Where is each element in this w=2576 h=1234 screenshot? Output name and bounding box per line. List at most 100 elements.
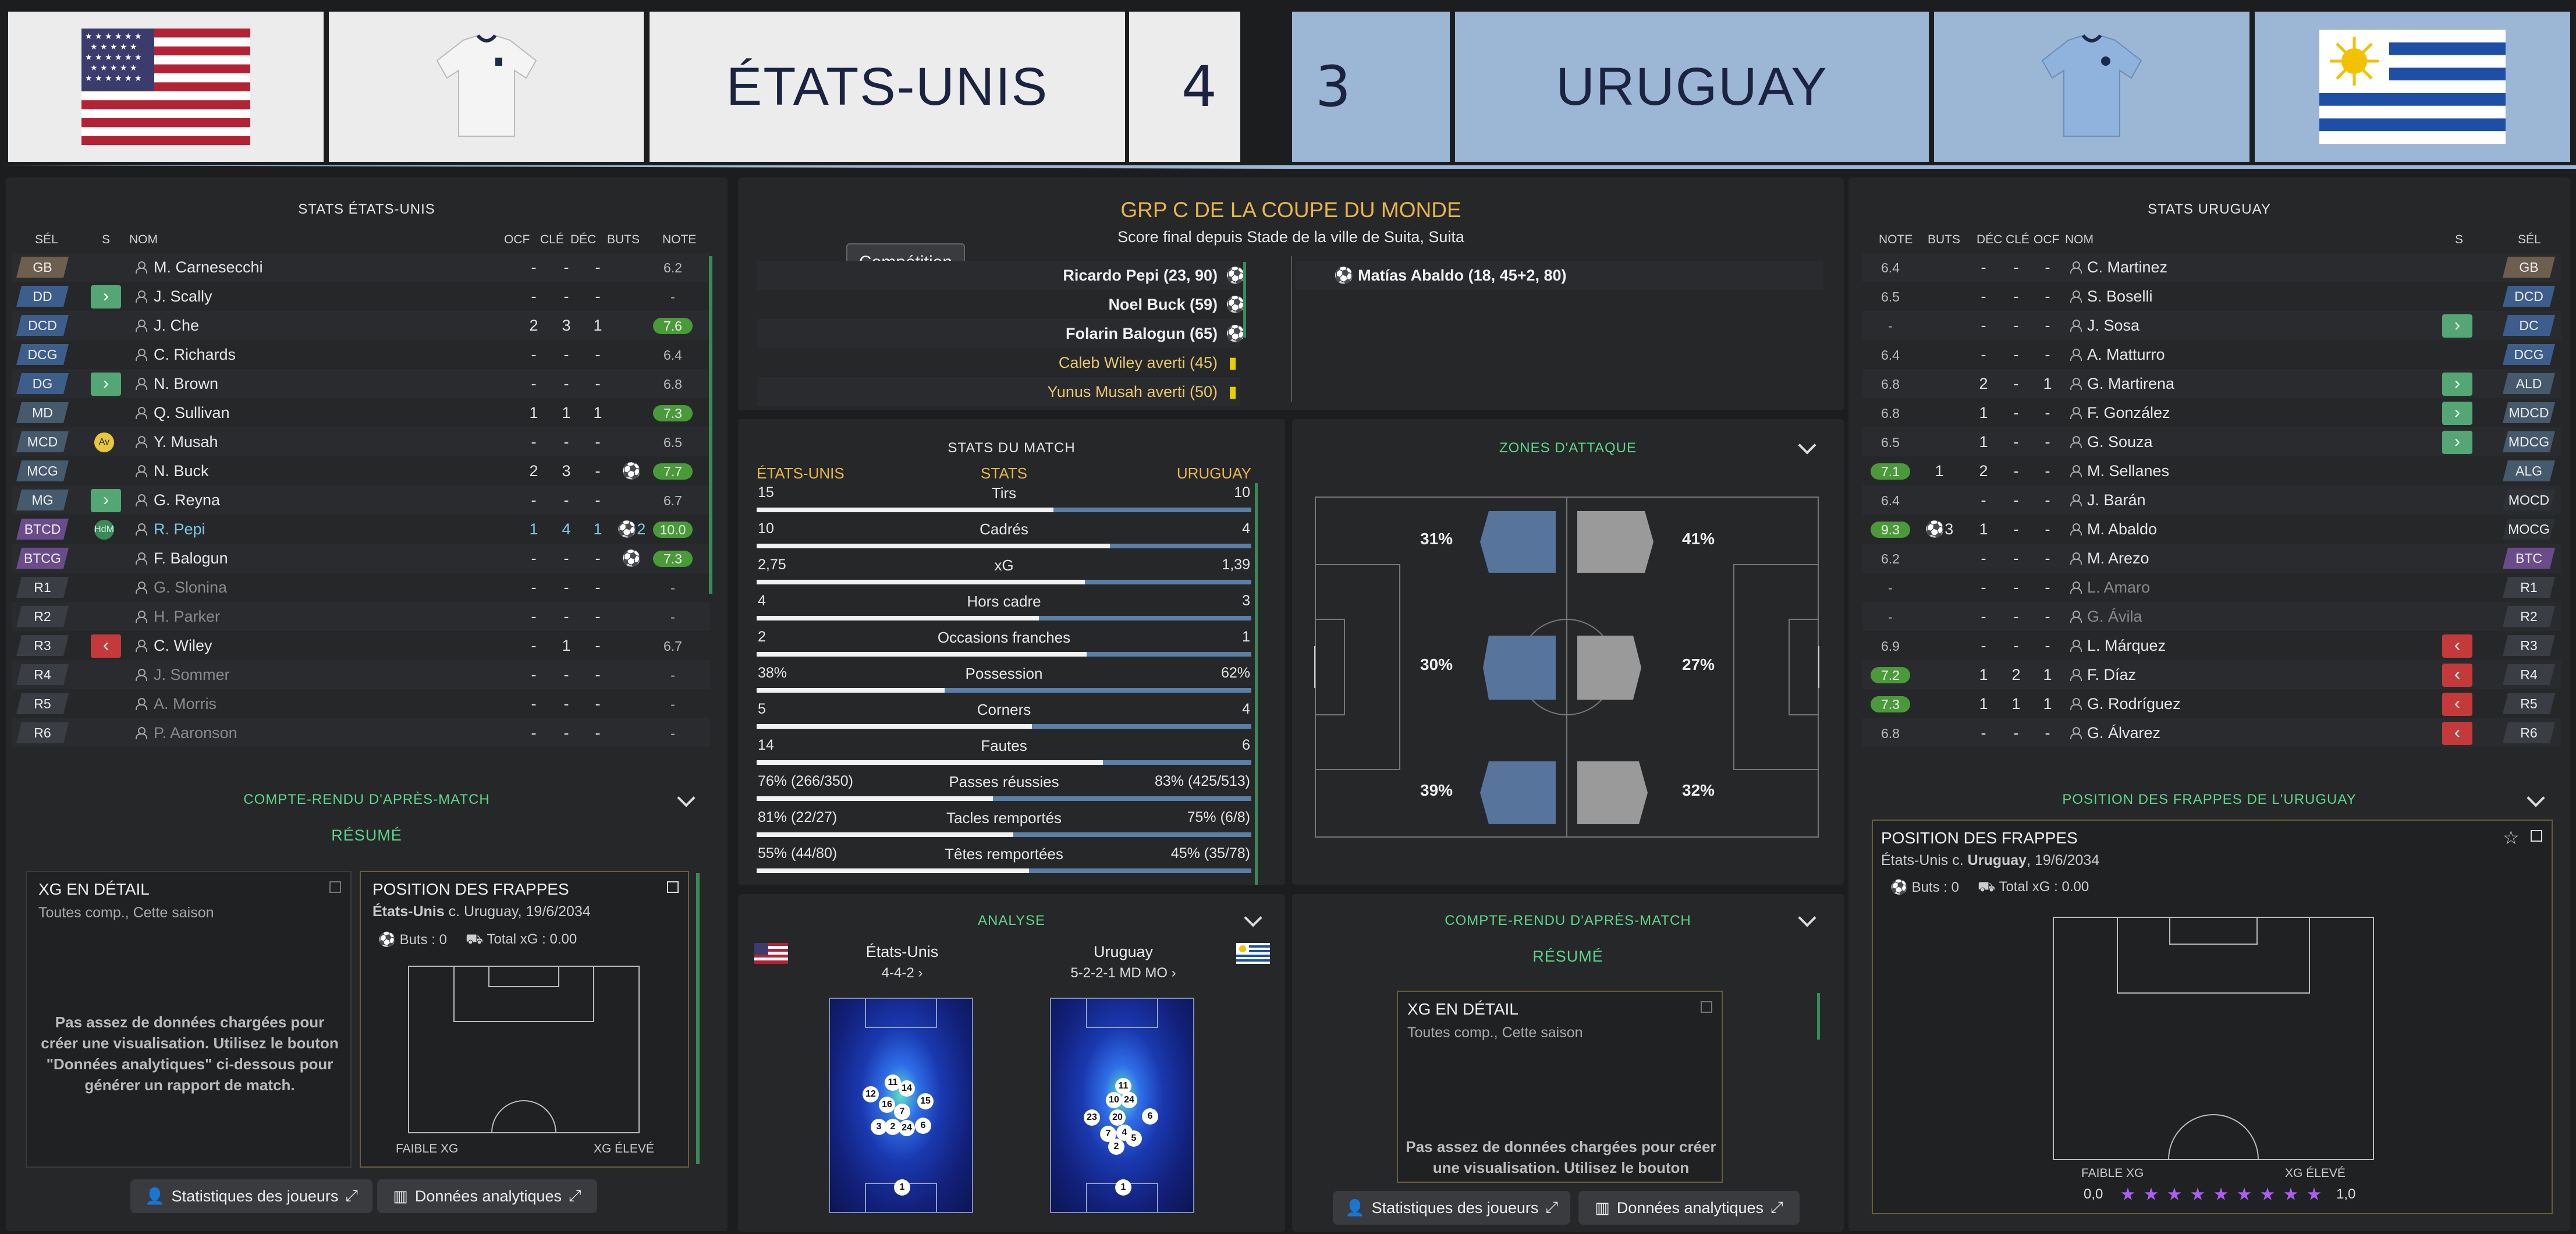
substitution-out-icon[interactable]: ‹ bbox=[2442, 722, 2472, 745]
table-row[interactable]: GB M. Carnesecchi - - - 6.2 bbox=[12, 253, 710, 282]
position-tag[interactable]: MD bbox=[16, 402, 69, 423]
col-buts[interactable]: BUTS bbox=[1928, 233, 1961, 246]
player-name[interactable]: C. Martinez bbox=[2087, 258, 2168, 276]
player-name[interactable]: A. Morris bbox=[154, 695, 217, 712]
player-name[interactable]: J. Sosa bbox=[2087, 317, 2140, 334]
player-name[interactable]: G. Souza bbox=[2087, 433, 2153, 451]
col-cle[interactable]: CLÉ bbox=[540, 233, 564, 246]
player-name[interactable]: G. Rodríguez bbox=[2087, 695, 2181, 712]
position-tag[interactable]: R5 bbox=[16, 693, 69, 714]
player-name[interactable]: G. Ávila bbox=[2087, 608, 2142, 625]
col-s[interactable]: S bbox=[102, 233, 111, 246]
player-name[interactable]: G. Álvarez bbox=[2087, 724, 2161, 742]
substitution-in-icon[interactable]: › bbox=[2442, 373, 2472, 396]
table-row[interactable]: 9.3 ⚽3 1 - - M. Abaldo MOCG bbox=[1862, 515, 2561, 544]
position-tag[interactable]: GB bbox=[2503, 257, 2555, 278]
position-tag[interactable]: MG bbox=[16, 490, 69, 510]
table-row[interactable]: MCD Av Y. Musah - - - 6.5 bbox=[12, 427, 710, 456]
table-row[interactable]: 6.5 1 - - G. Souza › MDCG bbox=[1862, 427, 2561, 456]
position-tag[interactable]: MCD bbox=[16, 431, 69, 452]
player-name[interactable]: G. Reyna bbox=[154, 491, 221, 509]
substitution-in-icon[interactable]: › bbox=[91, 489, 121, 512]
player-name[interactable]: R. Pepi bbox=[154, 520, 205, 538]
home-table-scrollbar[interactable] bbox=[709, 256, 712, 594]
table-row[interactable]: 6.8 - - - G. Álvarez ‹ R6 bbox=[1862, 718, 2561, 747]
table-row[interactable]: 6.8 2 - 1 G. Martirena › ALD bbox=[1862, 369, 2561, 398]
player-name[interactable]: F. Balogun bbox=[154, 549, 228, 567]
substitution-out-icon[interactable]: ‹ bbox=[2442, 634, 2472, 658]
table-row[interactable]: 7.3 1 1 1 G. Rodríguez ‹ R5 bbox=[1862, 689, 2561, 718]
player-name[interactable]: Y. Musah bbox=[154, 433, 218, 451]
table-row[interactable]: DCG C. Richards - - - 6.4 bbox=[12, 340, 710, 369]
mid-resume-tab[interactable]: RÉSUMÉ bbox=[1532, 948, 1603, 965]
player-name[interactable]: L. Márquez bbox=[2087, 637, 2166, 654]
table-row[interactable]: R6 P. Aaronson - - - - bbox=[12, 718, 710, 747]
star-icon[interactable]: ☆ bbox=[2503, 827, 2520, 848]
substitution-in-icon[interactable]: › bbox=[2442, 431, 2472, 454]
position-tag[interactable]: DCD bbox=[16, 315, 69, 336]
col-buts[interactable]: BUTS bbox=[607, 233, 640, 246]
player-name[interactable]: S. Boselli bbox=[2087, 288, 2153, 305]
table-row[interactable]: 6.4 - - - J. Barán MOCD bbox=[1862, 485, 2561, 515]
col-ocf[interactable]: OCF bbox=[504, 233, 530, 246]
position-tag[interactable]: R6 bbox=[2503, 722, 2555, 743]
table-row[interactable]: R2 H. Parker - - - - bbox=[12, 602, 710, 631]
substitution-in-icon[interactable]: › bbox=[2442, 314, 2472, 338]
analysis-home-formation[interactable]: 4-4-2 › bbox=[881, 965, 923, 981]
position-tag[interactable]: DC bbox=[2503, 315, 2555, 336]
position-tag[interactable]: DG bbox=[16, 373, 69, 394]
col-sel[interactable]: SÉL bbox=[35, 233, 58, 246]
table-row[interactable]: MCG N. Buck 2 3 - ⚽ 7.7 bbox=[12, 456, 710, 485]
table-row[interactable]: 7.2 1 2 1 F. Díaz ‹ R4 bbox=[1862, 660, 2561, 689]
player-name[interactable]: M. Arezo bbox=[2087, 549, 2149, 567]
position-tag[interactable]: BTCG bbox=[16, 548, 69, 569]
position-tag[interactable]: BTC bbox=[2503, 548, 2555, 569]
table-row[interactable]: R4 J. Sommer - - - - bbox=[12, 660, 710, 689]
player-name[interactable]: Q. Sullivan bbox=[154, 404, 230, 421]
table-row[interactable]: - - - - G. Ávila R2 bbox=[1862, 602, 2561, 631]
position-tag[interactable]: MCG bbox=[16, 460, 69, 481]
player-name[interactable]: J. Sommer bbox=[154, 666, 230, 683]
position-tag[interactable]: R2 bbox=[2503, 606, 2555, 627]
position-tag[interactable]: BTCD bbox=[16, 519, 69, 540]
position-tag[interactable]: R3 bbox=[2503, 635, 2555, 656]
player-name[interactable]: L. Amaro bbox=[2087, 579, 2151, 596]
position-tag[interactable]: MOCG bbox=[2503, 519, 2555, 540]
position-tag[interactable]: R2 bbox=[16, 606, 69, 627]
events-scrollbar[interactable] bbox=[1243, 262, 1246, 338]
position-tag[interactable]: MDCD bbox=[2503, 402, 2555, 423]
table-row[interactable]: 6.9 - - - L. Márquez ‹ R3 bbox=[1862, 631, 2561, 660]
analytics-data-button[interactable]: ▥ Données analytiques ⤢ bbox=[1578, 1191, 1800, 1225]
col-dec[interactable]: DÉC bbox=[570, 233, 597, 246]
expand-icon[interactable] bbox=[329, 881, 341, 893]
player-name[interactable]: P. Aaronson bbox=[154, 724, 237, 742]
col-ocf[interactable]: OCF bbox=[2034, 233, 2060, 246]
player-name[interactable]: J. Scally bbox=[154, 288, 212, 305]
player-name[interactable]: N. Brown bbox=[154, 375, 219, 392]
table-row[interactable]: 6.8 1 - - F. González › MDCD bbox=[1862, 398, 2561, 427]
position-tag[interactable]: DD bbox=[16, 286, 69, 307]
position-tag[interactable]: DCD bbox=[2503, 286, 2555, 307]
col-s[interactable]: S bbox=[2455, 233, 2464, 246]
player-name[interactable]: J. Che bbox=[154, 317, 200, 334]
stats-scrollbar[interactable] bbox=[1255, 483, 1258, 885]
expand-icon[interactable] bbox=[1701, 1001, 1712, 1013]
table-row[interactable]: DD › J. Scally - - - - bbox=[12, 282, 710, 311]
player-name[interactable]: N. Buck bbox=[154, 462, 209, 480]
col-nom[interactable]: NOM bbox=[129, 233, 158, 246]
player-name[interactable]: A. Matturro bbox=[2087, 346, 2165, 363]
table-row[interactable]: DG › N. Brown - - - 6.8 bbox=[12, 369, 710, 398]
position-tag[interactable]: DCG bbox=[2503, 344, 2555, 365]
position-tag[interactable]: R3 bbox=[16, 635, 69, 656]
substitution-in-icon[interactable]: › bbox=[91, 373, 121, 396]
table-row[interactable]: 6.4 - - - A. Matturro DCG bbox=[1862, 340, 2561, 369]
table-row[interactable]: R5 A. Morris - - - - bbox=[12, 689, 710, 718]
table-row[interactable]: 6.2 - - - M. Arezo BTC bbox=[1862, 544, 2561, 573]
col-sel[interactable]: SÉL bbox=[2518, 233, 2541, 246]
col-cle[interactable]: CLÉ bbox=[2006, 233, 2029, 246]
col-note[interactable]: NOTE bbox=[1879, 233, 1913, 246]
table-row[interactable]: 7.1 1 2 - - M. Sellanes ALG bbox=[1862, 456, 2561, 485]
expand-icon[interactable] bbox=[667, 881, 679, 893]
table-row[interactable]: MG › G. Reyna - - - 6.7 bbox=[12, 485, 710, 515]
position-tag[interactable]: R6 bbox=[16, 722, 69, 743]
